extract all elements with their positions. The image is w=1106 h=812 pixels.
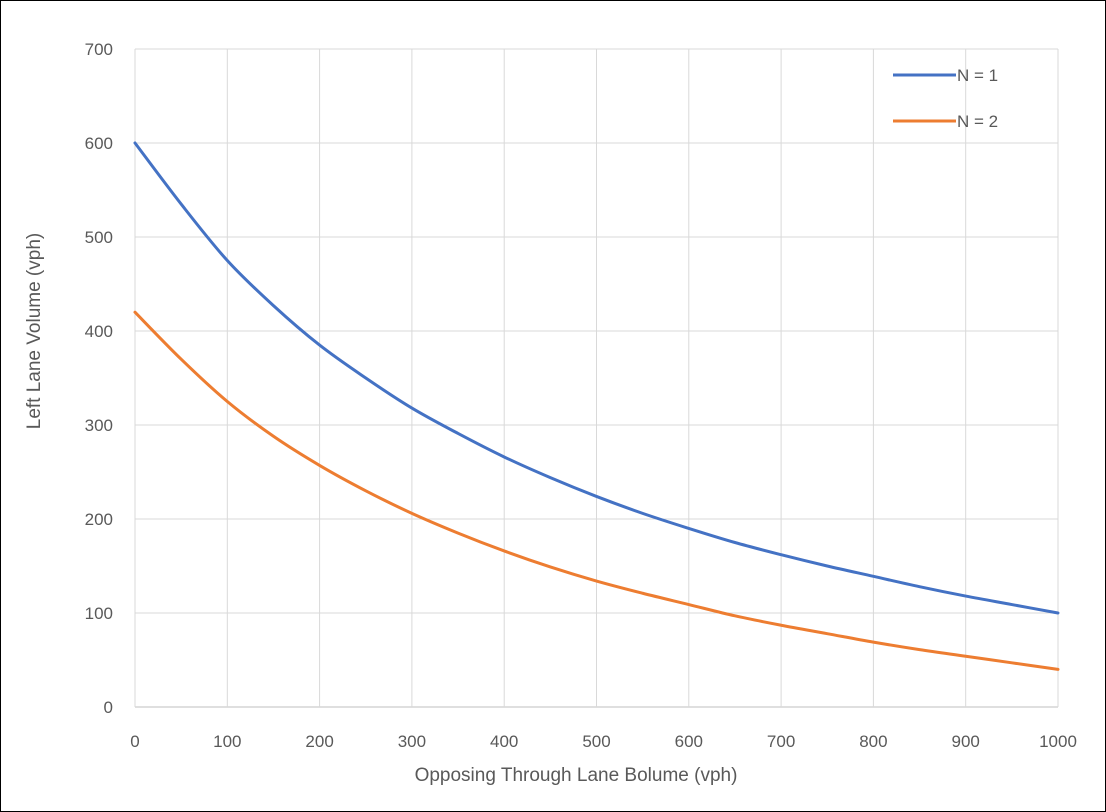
x-tick-label: 1000 — [1039, 732, 1077, 751]
legend-label-2: N = 2 — [957, 112, 998, 131]
legend-label-1: N = 1 — [957, 66, 998, 85]
x-tick-label: 500 — [582, 732, 610, 751]
x-tick-label: 200 — [305, 732, 333, 751]
x-tick-label: 800 — [859, 732, 887, 751]
y-tick-label: 400 — [85, 322, 113, 341]
y-axis-title: Left Lane Volume (vph) — [24, 233, 45, 429]
y-tick-label: 500 — [85, 228, 113, 247]
y-tick-label: 200 — [85, 510, 113, 529]
x-tick-label: 700 — [767, 732, 795, 751]
series-line-2 — [133, 310, 1060, 671]
x-tick-label: 0 — [130, 732, 139, 751]
x-tick-label: 400 — [490, 732, 518, 751]
x-tick-label: 100 — [213, 732, 241, 751]
x-tick-labels: 0 100 200 300 400 500 600 700 800 900 1000 — [130, 732, 1077, 751]
y-tick-labels: 0 100 200 300 400 500 600 700 — [85, 40, 113, 717]
series-lines — [133, 141, 1060, 671]
x-tick-label: 900 — [952, 732, 980, 751]
series-line-1 — [133, 141, 1060, 615]
legend: N = 1 N = 2 — [893, 66, 998, 131]
y-tick-label: 700 — [85, 40, 113, 59]
gridlines — [134, 48, 1059, 708]
x-axis-title: Opposing Through Lane Bolume (vph) — [415, 765, 738, 786]
x-tick-label: 300 — [398, 732, 426, 751]
x-tick-label: 600 — [675, 732, 703, 751]
y-tick-label: 100 — [85, 604, 113, 623]
y-tick-label: 300 — [85, 416, 113, 435]
y-tick-label: 600 — [85, 134, 113, 153]
y-tick-label: 0 — [104, 698, 113, 717]
